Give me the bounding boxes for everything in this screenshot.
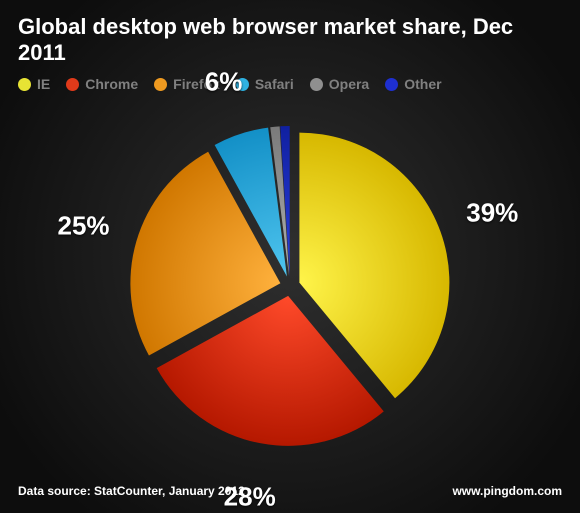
- legend-swatch: [18, 78, 31, 91]
- footer: Data source: StatCounter, January 2012 w…: [18, 484, 562, 498]
- legend-item: Chrome: [66, 76, 138, 92]
- slice-label: 6%: [205, 66, 243, 97]
- legend-label: Chrome: [85, 76, 138, 92]
- footer-site: www.pingdom.com: [452, 484, 562, 498]
- legend-item: Other: [385, 76, 441, 92]
- slice-label: 39%: [466, 198, 518, 229]
- legend-label: Opera: [329, 76, 369, 92]
- legend-swatch: [66, 78, 79, 91]
- chart-title: Global desktop web browser market share,…: [0, 0, 580, 76]
- legend-label: Safari: [255, 76, 294, 92]
- pie-chart: 39%28%25%6%: [0, 96, 580, 476]
- legend-swatch: [385, 78, 398, 91]
- footer-source: Data source: StatCounter, January 2012: [18, 484, 245, 498]
- legend-item: IE: [18, 76, 50, 92]
- legend: IEChromeFirefoxSafariOperaOther: [0, 76, 580, 96]
- pie-svg: [90, 96, 490, 476]
- legend-item: Safari: [236, 76, 294, 92]
- legend-label: IE: [37, 76, 50, 92]
- legend-swatch: [154, 78, 167, 91]
- legend-item: Opera: [310, 76, 369, 92]
- legend-swatch: [310, 78, 323, 91]
- slice-label: 25%: [58, 211, 110, 242]
- legend-label: Other: [404, 76, 441, 92]
